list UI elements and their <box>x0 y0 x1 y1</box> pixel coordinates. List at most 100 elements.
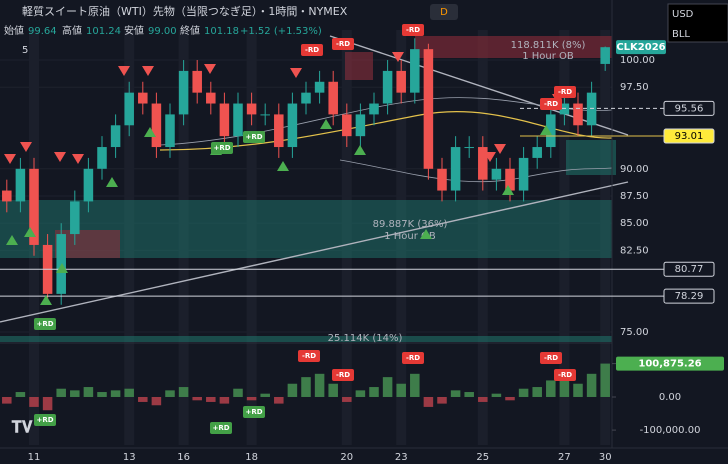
rd-badge <box>554 369 576 381</box>
rd-label: -RD <box>406 354 420 362</box>
signal-down <box>494 144 506 154</box>
candle-body <box>382 70 393 104</box>
volume-bar <box>42 396 53 411</box>
price-tag-label: 93.01 <box>675 131 704 142</box>
volume-bar <box>369 387 379 397</box>
price-tag-label: 95.56 <box>675 103 704 114</box>
signal-down <box>204 64 216 74</box>
volume-bar <box>233 388 243 397</box>
signal-up <box>40 295 52 305</box>
legend-label: 始値 <box>4 24 24 37</box>
rd-badge <box>402 352 424 364</box>
rd-label: -RD <box>302 352 316 360</box>
rd-badge <box>402 24 424 36</box>
signal-up <box>6 235 18 245</box>
zone-label: 89.887K (36%) <box>373 219 448 230</box>
volume-bar <box>246 396 257 401</box>
legend-label: 安値 <box>124 24 144 37</box>
signal-up <box>502 185 514 195</box>
zone-label: 25.114K (14%) <box>328 333 403 344</box>
candle-body <box>586 92 597 126</box>
candle-body <box>505 168 515 191</box>
volume-bar <box>110 390 121 397</box>
candle-body <box>29 168 39 245</box>
logo: 𝐓𝐕 <box>12 418 33 437</box>
volume-bar <box>573 383 583 397</box>
rd-label: +RD <box>245 133 262 141</box>
rd-label: -RD <box>406 26 420 34</box>
candle-body <box>546 114 556 148</box>
candle-body <box>532 147 542 158</box>
rd-badge <box>210 422 232 434</box>
volume-bar <box>559 377 570 397</box>
zone-label: 1 Hour OB <box>384 231 436 242</box>
volume-bar <box>260 393 270 397</box>
signal-up <box>420 229 432 239</box>
rd-label: +RD <box>212 424 229 432</box>
currency[interactable]: USD <box>672 9 694 20</box>
candle-body <box>192 70 202 93</box>
candle-body <box>124 92 134 126</box>
rd-label: -RD <box>558 371 572 379</box>
volume-bar <box>478 396 488 402</box>
signal-down <box>142 66 154 76</box>
volume-bar <box>586 373 597 397</box>
candle-body <box>600 47 610 64</box>
volume-bar <box>56 388 66 397</box>
zone-red <box>345 52 373 80</box>
price-tag <box>663 288 715 304</box>
symbol-tag <box>616 40 666 55</box>
x-tick-label: 23 <box>395 452 408 463</box>
button[interactable] <box>430 4 458 20</box>
candle-body <box>518 157 529 191</box>
indicator-count[interactable]: 5 <box>22 45 28 56</box>
rd-badge <box>332 38 354 50</box>
legend-value: 99.00 <box>148 26 177 37</box>
signal-down <box>4 154 16 164</box>
candle-body <box>287 103 298 148</box>
x-tick-label: 25 <box>476 452 489 463</box>
rd-label: +RD <box>213 144 230 152</box>
volume-bar <box>165 390 175 397</box>
signal-down <box>392 52 404 62</box>
volume-bar <box>83 387 94 397</box>
candle-body <box>314 81 325 93</box>
rd-badge <box>332 369 354 381</box>
volume-bar <box>464 392 474 397</box>
x-tick-label: 27 <box>558 452 571 463</box>
candle-body <box>410 49 420 93</box>
signal-up <box>320 119 332 129</box>
volume-bar <box>518 388 529 397</box>
rd-label: -RD <box>558 88 572 96</box>
volume-bar <box>546 380 556 397</box>
candle-body <box>178 70 189 115</box>
signal-up <box>56 263 68 273</box>
x-tick-label: 20 <box>340 452 353 463</box>
zone-small <box>0 336 612 342</box>
candle-body <box>2 190 12 202</box>
volume-bar <box>396 383 406 397</box>
zone-label: 1 Hour OB <box>522 51 574 62</box>
moving-average <box>159 111 613 151</box>
rd-label: -RD <box>544 354 558 362</box>
signal-down <box>484 152 496 162</box>
volume-bar <box>301 377 311 397</box>
price-tag <box>663 261 715 277</box>
unit[interactable]: BLL <box>672 29 690 40</box>
candle-body <box>464 147 474 149</box>
button-label[interactable]: D <box>440 7 448 18</box>
candle-body <box>559 103 570 115</box>
legend-value: 99.64 <box>28 26 57 37</box>
rd-label: -RD <box>336 371 350 379</box>
signal-up <box>24 227 36 237</box>
candle-body <box>301 92 311 104</box>
rd-badge <box>243 406 265 418</box>
candle-body <box>491 168 502 180</box>
candle-body <box>450 147 461 191</box>
rd-label: -RD <box>305 46 319 54</box>
x-tick-label: 11 <box>28 452 41 463</box>
ob-zone-bear <box>415 36 612 58</box>
volume-bar <box>178 387 189 397</box>
unit-box[interactable] <box>667 3 728 43</box>
rd-badge <box>540 98 562 110</box>
